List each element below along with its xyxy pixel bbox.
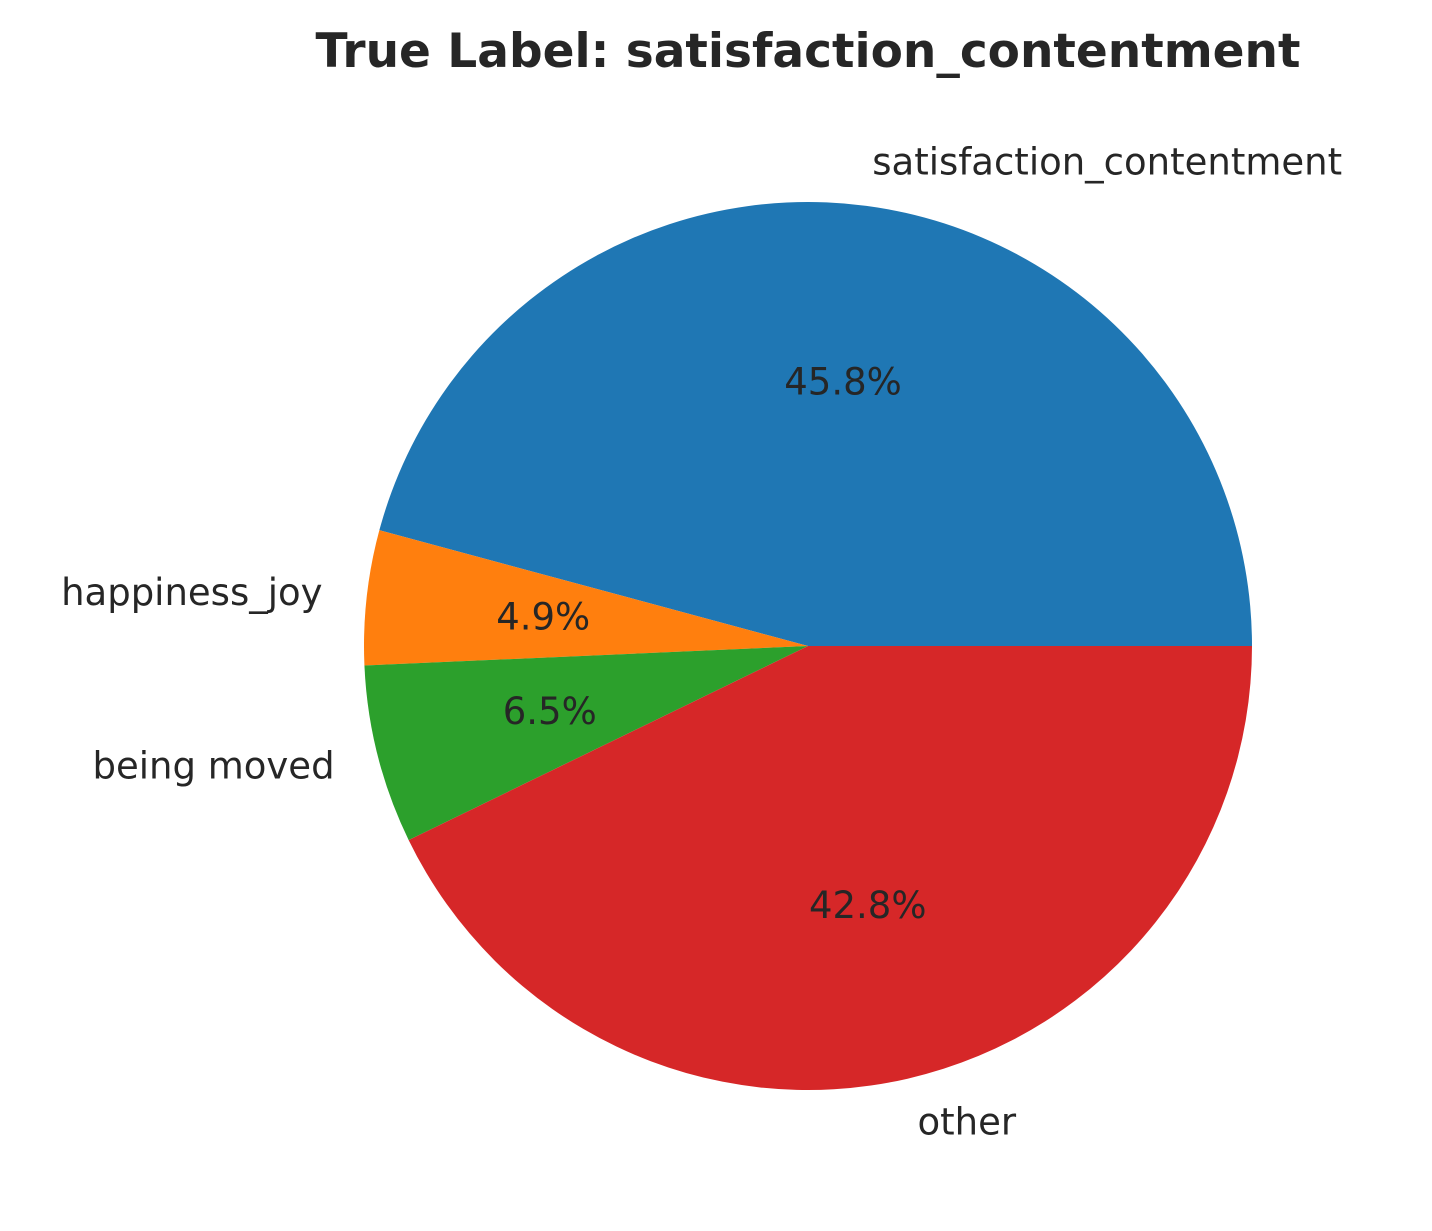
pie-slice-other xyxy=(408,646,1252,1090)
percent-label-happiness-joy: 4.9% xyxy=(496,595,590,638)
category-label-happiness-joy: happiness_joy xyxy=(61,571,322,614)
percent-label-being-moved: 6.5% xyxy=(503,690,597,733)
pie-slice-being-moved xyxy=(364,646,808,841)
percent-label-other: 42.8% xyxy=(809,884,927,927)
pie-labels: satisfaction_contentment 45.8% happiness_j… xyxy=(61,140,1342,1143)
pie-slice-happiness-joy xyxy=(363,530,808,666)
category-label-other: other xyxy=(918,1100,1017,1143)
chart-title: True Label: satisfaction_contentment xyxy=(316,24,1301,79)
percent-label-satisfaction-contentment: 45.8% xyxy=(784,360,902,403)
pie-slice-satisfaction-contentment xyxy=(379,201,1252,646)
category-label-being-moved: being moved xyxy=(93,744,335,787)
pie-slices xyxy=(363,201,1252,1090)
category-label-satisfaction-contentment: satisfaction_contentment xyxy=(872,140,1342,183)
